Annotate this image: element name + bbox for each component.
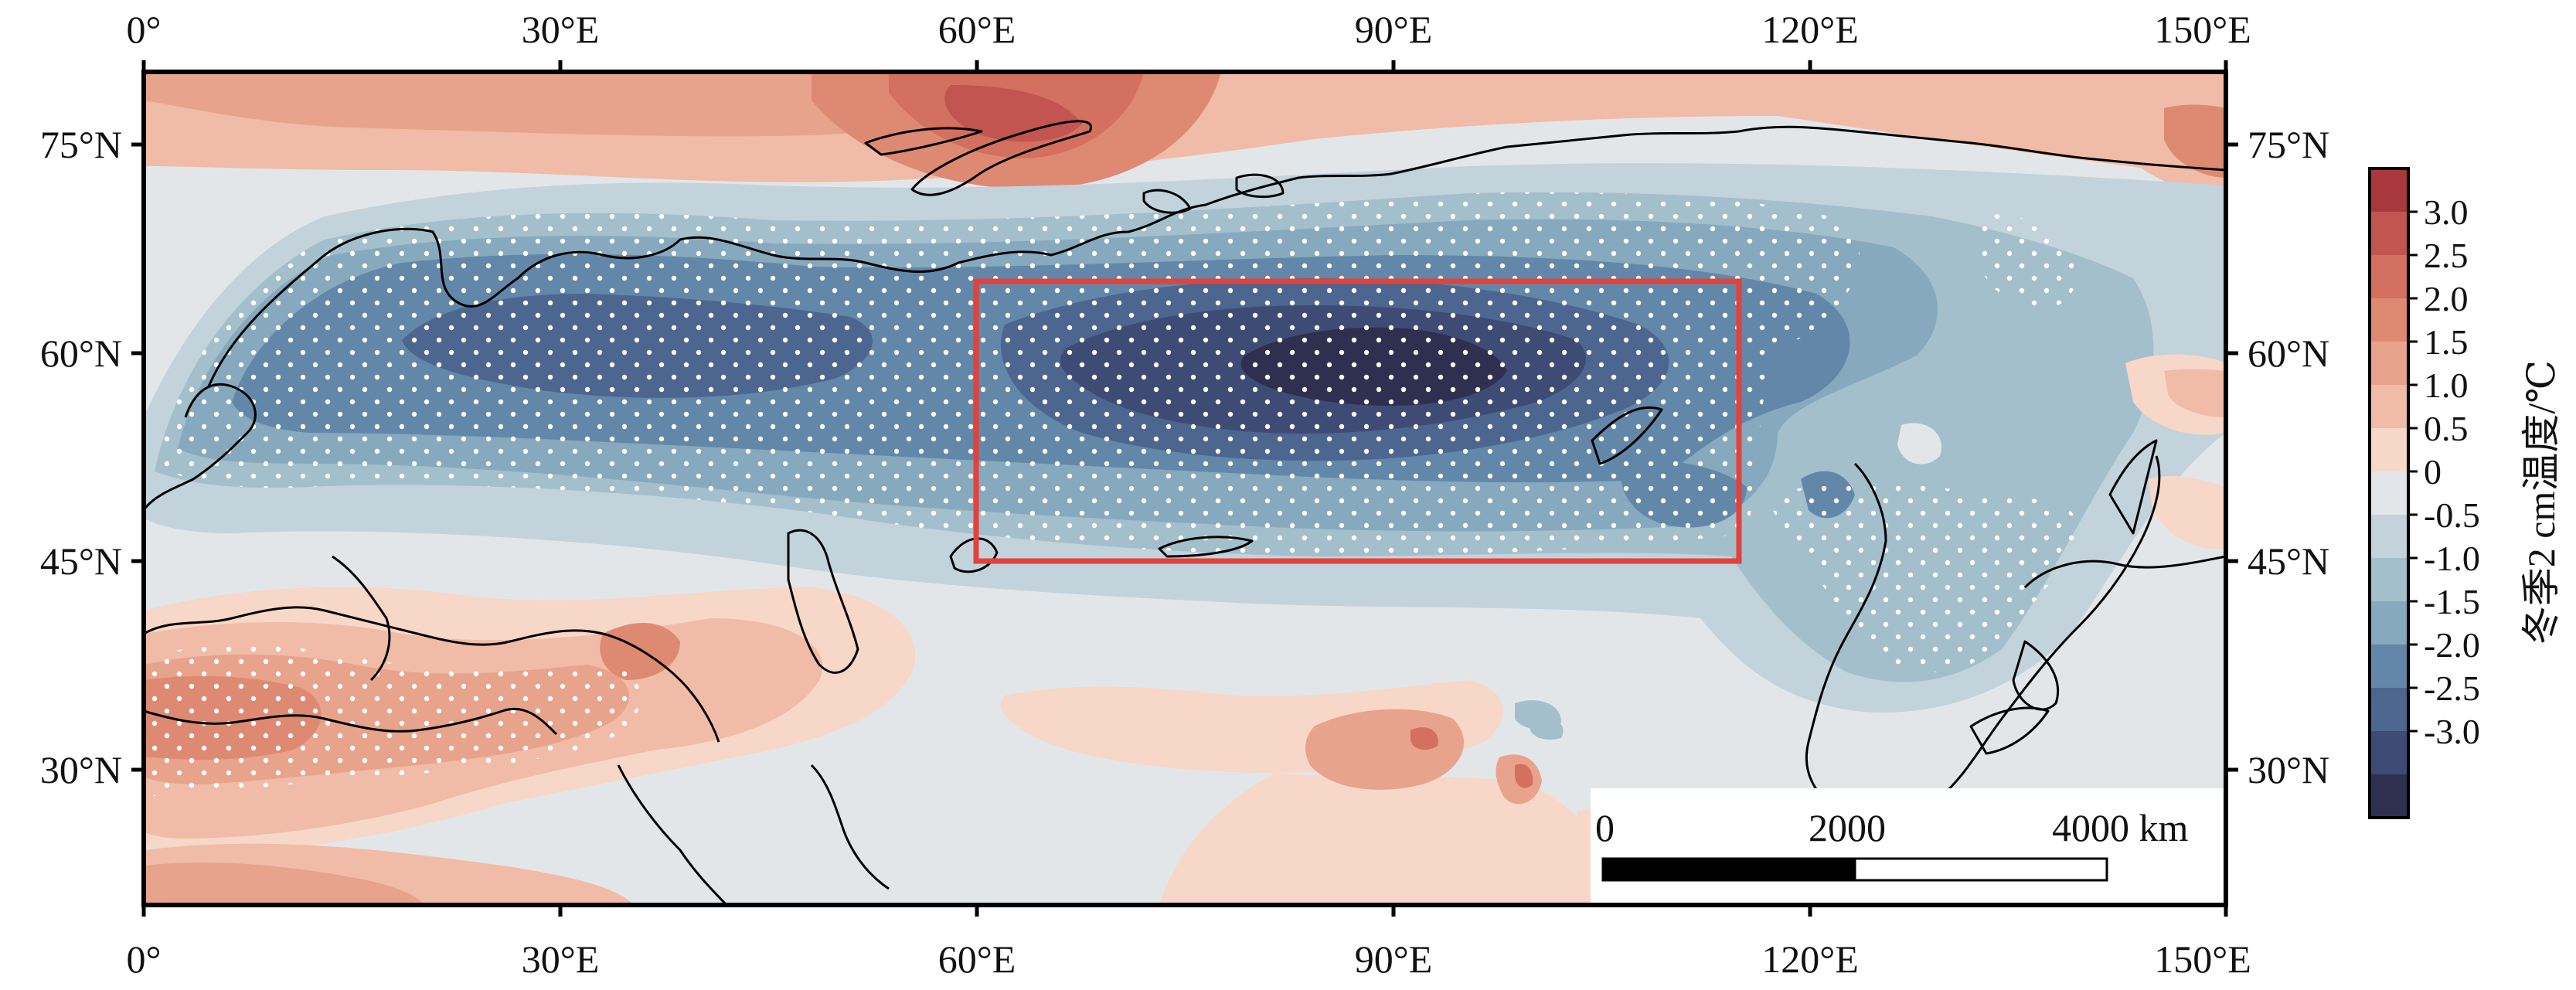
- left-tick-60n: 60°N: [40, 332, 122, 375]
- left-tick-75n: 75°N: [40, 123, 122, 166]
- colorbar: 3.0 2.5 2.0 1.5 1.0 0.5 0-0.5 -1.0 -1.5 -2.0 -2.5 -…: [2368, 167, 2563, 819]
- colorbar-label: -2.5: [2424, 669, 2480, 708]
- colorbar-label: 2.0: [2424, 279, 2469, 318]
- map-frame: [141, 70, 2228, 907]
- colorbar-labels: 3.0 2.5 2.0 1.5 1.0 0.5 0-0.5 -1.0 -1.5 -2.0 -2.5 -…: [2408, 192, 2480, 751]
- colorbar-swatches: [2370, 168, 2408, 818]
- top-tick-0: 0°: [127, 8, 162, 51]
- colorbar-label: -1.0: [2424, 539, 2480, 578]
- bottom-tick-150e: 150°E: [2154, 937, 2251, 981]
- colorbar-frame: [2368, 167, 2410, 819]
- colorbar-swatch: [2370, 645, 2408, 689]
- colorbar-label: -2.0: [2424, 625, 2480, 665]
- colorbar-label: -0.5: [2424, 495, 2480, 535]
- colorbar-swatch: [2370, 298, 2408, 342]
- top-tick-60e: 60°E: [938, 8, 1016, 51]
- colorbar-swatch: [2370, 428, 2408, 472]
- right-tick-labels: 75°N 60°N 45°N 30°N: [2248, 123, 2329, 791]
- colorbar-swatch: [2370, 168, 2408, 213]
- temperature-anomaly-field: 0 2000 4000 km: [144, 72, 2226, 905]
- colorbar-label: 3.0: [2424, 192, 2469, 232]
- left-tick-30n: 30°N: [40, 748, 122, 791]
- colorbar-label: 0: [2424, 452, 2442, 492]
- top-tick-120e: 120°E: [1761, 8, 1859, 51]
- coastlines: [144, 120, 2226, 905]
- left-tick-labels: 75°N 60°N 45°N 30°N: [40, 123, 122, 791]
- colorbar-label: -3.0: [2424, 712, 2480, 751]
- top-tick-150e: 150°E: [2154, 8, 2251, 51]
- colorbar-swatch: [2370, 731, 2408, 775]
- scale-label-4000km: 4000 km: [2052, 806, 2189, 849]
- right-tick-75n: 75°N: [2248, 123, 2329, 166]
- colorbar-swatch: [2370, 774, 2408, 818]
- bottom-tick-labels: 0° 30°E 60°E 90°E 120°E 150°E: [127, 937, 2251, 981]
- colorbar-swatch: [2370, 688, 2408, 732]
- bottom-tick-90e: 90°E: [1355, 937, 1433, 981]
- left-tick-45n: 45°N: [40, 539, 122, 583]
- scale-bar: 0 2000 4000 km: [1591, 788, 2226, 905]
- right-tick-60n: 60°N: [2248, 332, 2329, 375]
- colorbar-label: 0.5: [2424, 409, 2469, 448]
- top-tick-30e: 30°E: [522, 8, 600, 51]
- right-tick-30n: 30°N: [2248, 748, 2329, 791]
- top-tick-90e: 90°E: [1355, 8, 1433, 51]
- colorbar-swatch: [2370, 601, 2408, 645]
- colorbar-swatch: [2370, 515, 2408, 559]
- colorbar-swatch: [2370, 342, 2408, 386]
- colorbar-label: 2.5: [2424, 236, 2469, 275]
- colorbar-label: 1.5: [2424, 322, 2469, 362]
- top-tick-labels: 0° 30°E 60°E 90°E 120°E 150°E: [127, 8, 2251, 51]
- colorbar-swatch: [2370, 212, 2408, 256]
- right-tick-45n: 45°N: [2248, 539, 2329, 583]
- colorbar-swatch: [2370, 471, 2408, 515]
- axis-ticks: [131, 60, 2238, 917]
- highlight-box: [973, 278, 1742, 564]
- colorbar-swatch: [2370, 558, 2408, 602]
- bottom-tick-0: 0°: [127, 937, 162, 981]
- colorbar-title: 冬季2 cm温度/℃: [2520, 360, 2563, 645]
- bottom-tick-60e: 60°E: [938, 937, 1016, 981]
- scale-label-2000: 2000: [1809, 806, 1886, 849]
- colorbar-label: 1.0: [2424, 366, 2469, 405]
- bottom-tick-120e: 120°E: [1761, 937, 1859, 981]
- colorbar-swatch: [2370, 385, 2408, 429]
- bottom-tick-30e: 30°E: [522, 937, 600, 981]
- colorbar-swatch: [2370, 255, 2408, 299]
- colorbar-label: -1.5: [2424, 582, 2480, 621]
- scale-label-0: 0: [1595, 806, 1615, 849]
